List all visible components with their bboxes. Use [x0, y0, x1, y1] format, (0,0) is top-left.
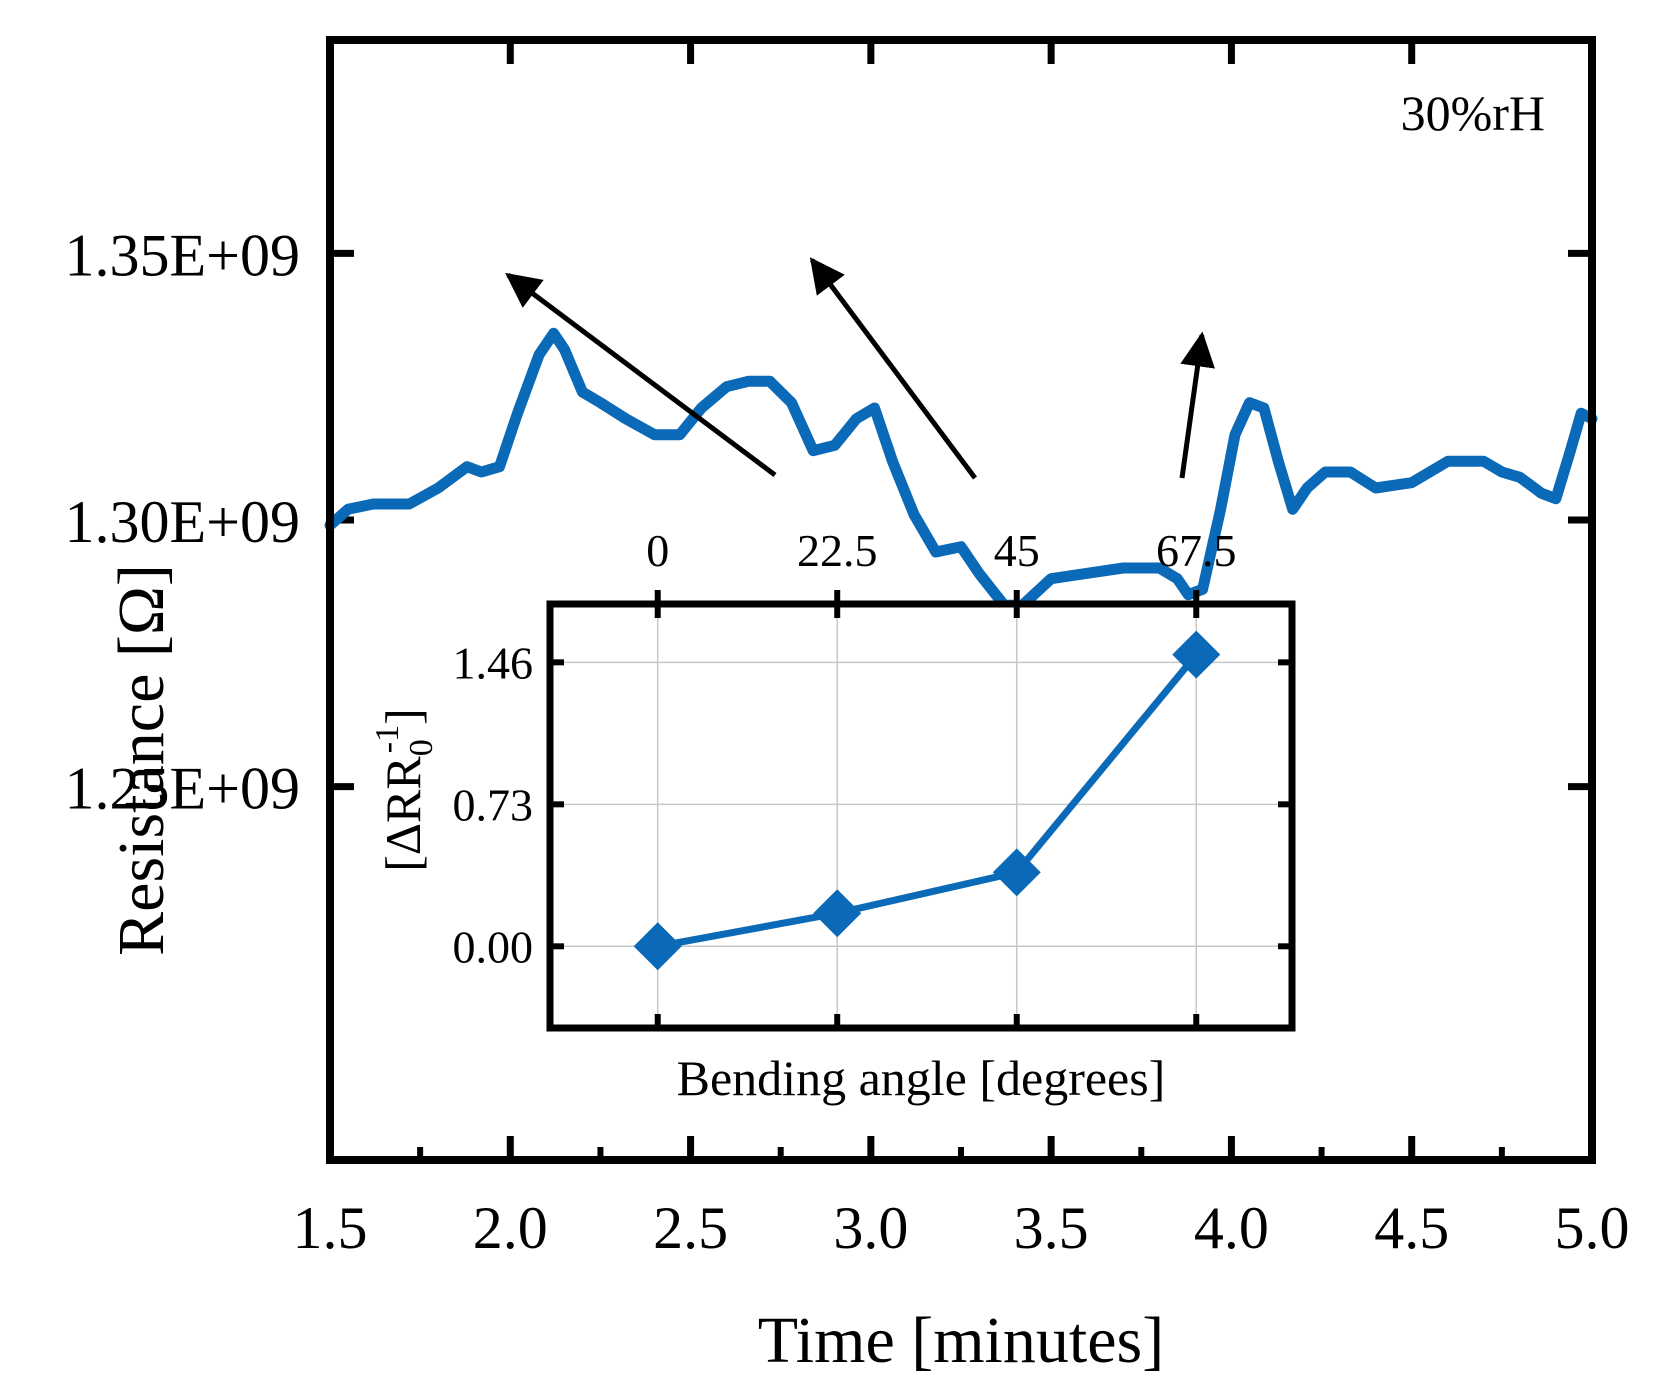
- inset-x-ticks: 0 22.5 45 67.5: [646, 525, 1237, 1028]
- inset-y-axis-label: [ΔRR0-1]: [369, 708, 440, 872]
- main-y-tick-label: 1.35E+09: [65, 222, 301, 288]
- inset-markers: [633, 630, 1221, 971]
- inset-x-tick-label: 67.5: [1156, 525, 1237, 576]
- main-x-tick-label: 3.0: [833, 1195, 908, 1261]
- inset-data-point: [1172, 630, 1221, 679]
- arrow-angle-45: [1179, 331, 1215, 479]
- annotation-arrows: [505, 257, 1215, 480]
- main-x-tick-label: 5.0: [1555, 1195, 1630, 1261]
- inset-plot-frame: [546, 600, 1296, 1032]
- inset-y-label-suffix: ]: [375, 708, 431, 725]
- inset-chart: 0 22.5 45 67.5 0.00 0.73 1.46 Bending angle […: [369, 525, 1296, 1106]
- main-x-tick-label: 2.5: [653, 1195, 728, 1261]
- inset-data-point: [992, 848, 1041, 897]
- main-x-tick-label: 2.0: [473, 1195, 548, 1261]
- inset-y-label-prefix: [ΔRR: [375, 756, 431, 872]
- inset-series-line: [657, 652, 1200, 950]
- inset-y-tick-label: 0.73: [453, 779, 534, 830]
- main-x-ticks: 1.5 2.0 2.5 3.0 3.5 4.0 4.5 5.0: [293, 40, 1630, 1261]
- inset-x-tick-label: 45: [994, 525, 1040, 576]
- inset-grid: [550, 604, 1292, 1028]
- inset-y-label-subscript: 0: [403, 739, 440, 756]
- main-y-ticks: 1.25E+09 1.30E+09 1.35E+09: [65, 222, 1592, 822]
- main-x-axis-label: Time [minutes]: [758, 1304, 1164, 1377]
- main-y-tick-label: 1.30E+09: [65, 489, 301, 555]
- inset-data-point: [813, 889, 862, 938]
- main-y-tick-label: 1.25E+09: [65, 756, 301, 822]
- inset-y-tick-label: 0.00: [453, 921, 534, 972]
- inset-x-axis-label: Bending angle [degrees]: [677, 1050, 1166, 1106]
- inset-y-label-superscript: -1: [369, 725, 406, 753]
- inset-x-tick-label: 22.5: [797, 525, 878, 576]
- humidity-annotation: 30%rH: [1401, 85, 1545, 141]
- main-series-line: [324, 327, 1598, 611]
- main-y-axis-label: Resistance [Ω]: [105, 564, 178, 956]
- inset-y-tick-label: 1.46: [453, 637, 534, 688]
- inset-x-tick-label: 0: [646, 525, 669, 576]
- arrow-angle-22-5: [809, 257, 978, 480]
- main-x-tick-label: 4.5: [1374, 1195, 1449, 1261]
- main-x-tick-label: 3.5: [1014, 1195, 1089, 1261]
- main-chart: 1.5 2.0 2.5 3.0 3.5 4.0 4.5 5.0 1.25E+09 1.30E+0…: [65, 36, 1630, 1377]
- main-plot-frame: [326, 36, 1596, 1164]
- inset-data-point: [633, 922, 682, 971]
- main-x-tick-label: 4.0: [1194, 1195, 1269, 1261]
- inset-background: [550, 604, 1292, 1028]
- main-x-tick-label: 1.5: [293, 1195, 368, 1261]
- arrow-angle-0: [505, 272, 777, 478]
